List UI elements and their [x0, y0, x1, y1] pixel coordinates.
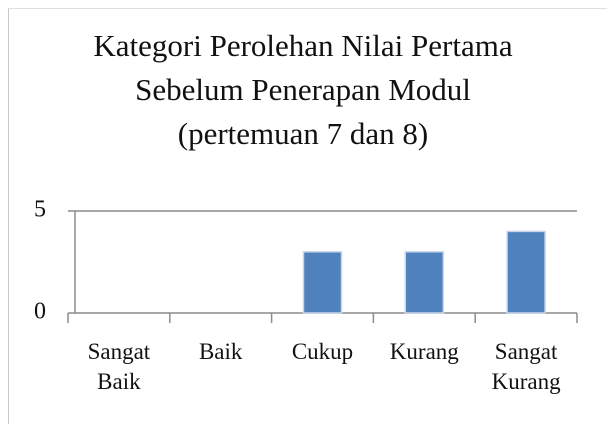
- x-tick-label: Kurang: [389, 339, 459, 364]
- chart-title: Kategori Perolehan Nilai Pertama Sebelum…: [93, 28, 513, 151]
- y-tick-label: 5: [34, 197, 46, 223]
- y-tick-label: 0: [34, 299, 46, 325]
- x-tick-label: Baik: [198, 339, 243, 364]
- x-tick-label: Cukup: [291, 339, 354, 364]
- bar: [404, 251, 445, 314]
- x-tick-label: Sangat Baik: [87, 339, 151, 394]
- x-tick-label: Sangat Kurang: [491, 339, 561, 394]
- chart-frame: [8, 8, 607, 424]
- bar: [506, 230, 546, 314]
- bar: [302, 251, 343, 314]
